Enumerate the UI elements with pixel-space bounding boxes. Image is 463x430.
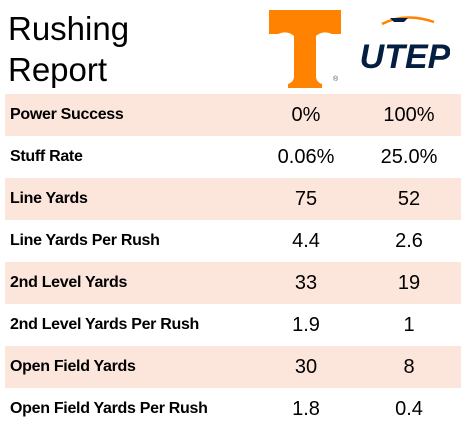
stat-label: Line Yards Per Rush [10, 232, 160, 249]
tennessee-value: 1.9 [292, 313, 320, 336]
utep-value: 52 [357, 178, 461, 220]
rushing-stats-table: Power Success 0% 100% Stuff Rate 0.06% 25.0% L… [5, 94, 461, 430]
table-row: Power Success 0% 100% [5, 94, 461, 136]
utep-value: 100% [357, 94, 461, 136]
stat-label: Power Success [5, 94, 255, 136]
table-row: Stuff Rate 0.06% 25.0% [5, 136, 461, 178]
utep-logo-text: UTEP [360, 38, 450, 76]
tennessee-value: 0% [255, 94, 357, 136]
stat-label: 2nd Level Yards Per Rush [10, 316, 200, 333]
utep-value: 0.4 [395, 397, 423, 420]
tennessee-value: 0.06% [277, 145, 335, 168]
tennessee-value: 1.8 [292, 397, 320, 420]
stat-label: Line Yards [5, 178, 255, 220]
table-row: 2nd Level Yards 33 19 [5, 262, 461, 304]
table-row: 2nd Level Yards Per Rush 1.9 1 [5, 304, 461, 346]
table-row: Line Yards 75 52 [5, 178, 461, 220]
table-row: Open Field Yards Per Rush 1.8 0.4 [5, 388, 461, 430]
utep-logo: UTEP [360, 16, 450, 77]
utep-value: 19 [357, 262, 461, 304]
tennessee-value: 75 [255, 178, 357, 220]
report-title: Rushing Report [8, 10, 130, 88]
utep-value: 2.6 [395, 229, 423, 252]
stat-label: Open Field Yards Per Rush [10, 400, 208, 417]
utep-value: 8 [357, 346, 461, 388]
utep-value: 1 [403, 313, 415, 336]
stat-label: Stuff Rate [10, 148, 83, 165]
stat-label: 2nd Level Yards [5, 262, 255, 304]
tennessee-value: 4.4 [292, 229, 320, 252]
table-row: Line Yards Per Rush 4.4 2.6 [5, 220, 461, 262]
utep-value: 25.0% [380, 145, 438, 168]
registered-mark-icon: ® [333, 76, 339, 83]
tennessee-value: 33 [255, 262, 357, 304]
stat-label: Open Field Yards [5, 346, 255, 388]
tennessee-power-t-logo [269, 10, 341, 88]
report-header: Rushing Report ® UTEP [0, 0, 463, 94]
table-row: Open Field Yards 30 8 [5, 346, 461, 388]
tennessee-value: 30 [255, 346, 357, 388]
